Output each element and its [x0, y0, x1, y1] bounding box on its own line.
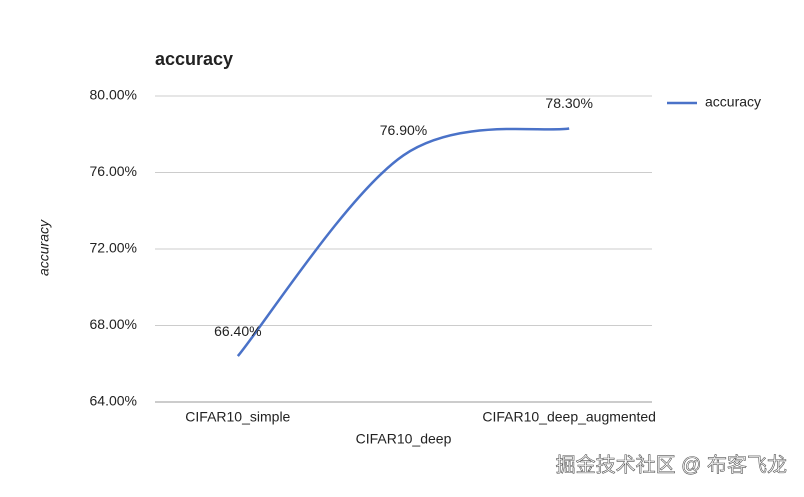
- watermark: 掘金技术社区 @ 布客飞龙: [556, 453, 787, 476]
- data-label: 78.30%: [545, 95, 592, 111]
- y-tick-label: 68.00%: [90, 316, 137, 332]
- x-tick-label: CIFAR10_deep_augmented: [482, 409, 656, 425]
- data-line: [236, 127, 570, 357]
- chart-title: accuracy: [155, 49, 233, 69]
- y-tick-label: 72.00%: [90, 240, 137, 256]
- data-label: 76.90%: [380, 122, 427, 138]
- y-axis-title: accuracy: [36, 219, 52, 276]
- x-tick-label: CIFAR10_deep: [356, 431, 452, 447]
- data-label: 66.40%: [214, 323, 261, 339]
- x-tick-label: CIFAR10_simple: [185, 409, 290, 425]
- legend-label: accuracy: [705, 94, 761, 110]
- y-tick-label: 76.00%: [90, 163, 137, 179]
- y-tick-label: 80.00%: [90, 87, 137, 103]
- y-tick-label: 64.00%: [90, 393, 137, 409]
